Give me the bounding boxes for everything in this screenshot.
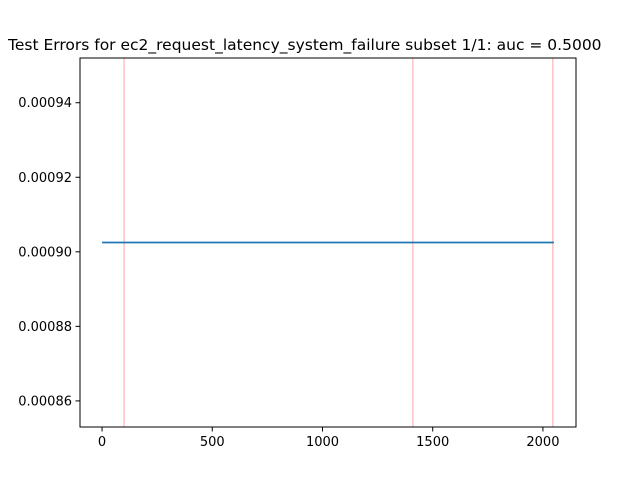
y-tick-label-0: 0.00086 [18, 394, 72, 409]
x-tick-label-2: 1000 [306, 435, 339, 450]
y-tick-label-1: 0.00088 [18, 320, 72, 335]
y-tick-label-4: 0.00094 [18, 96, 72, 111]
x-tick-label-0: 0 [98, 435, 106, 450]
x-tick-label-1: 500 [200, 435, 225, 450]
y-axis: 0.00086 0.00088 0.00090 0.00092 0.00094 [18, 96, 80, 409]
x-axis: 0 500 1000 1500 2000 [98, 427, 559, 450]
x-tick-label-4: 2000 [526, 435, 559, 450]
plot-frame [79, 57, 577, 428]
x-tick-label-3: 1500 [416, 435, 449, 450]
y-tick-label-2: 0.00090 [18, 245, 72, 260]
y-tick-label-3: 0.00092 [18, 171, 72, 186]
chart-title: Test Errors for ec2_request_latency_syst… [7, 36, 602, 55]
